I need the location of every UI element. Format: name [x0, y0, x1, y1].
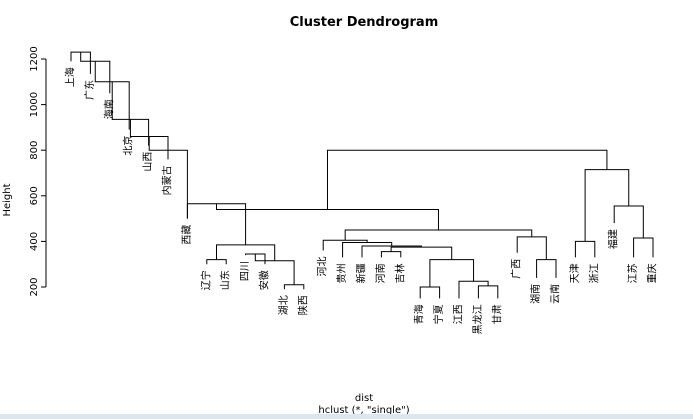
dendrogram-merge	[390, 246, 453, 260]
leaf-label: 浙江	[588, 263, 600, 283]
x-axis-label: dist	[355, 393, 373, 404]
window-bottom-strip	[0, 414, 693, 419]
y-tick-label: 800	[29, 141, 40, 160]
leaf-label: 安徽	[258, 270, 271, 290]
leaf-label: 上海	[64, 67, 77, 87]
leaf-labels: 上海广东海南北京山西内蒙古西藏辽宁 山东 四川 安徽湖北 陕西河北 贵州 新疆 河南 吉林青海宁…	[64, 67, 659, 334]
dendrogram-merge	[536, 259, 557, 278]
leaf-label: 黑龙江	[471, 304, 484, 334]
leaf-label: 福建	[607, 229, 620, 249]
chart-title: Cluster Dendrogram	[290, 15, 439, 30]
leaf-label: 江西	[453, 304, 465, 324]
dendrogram-merge	[380, 251, 402, 258]
y-axis-label: Height	[2, 183, 13, 216]
leaf-label: 天津	[569, 263, 581, 283]
leaf-label: 西藏	[181, 225, 193, 245]
leaf-label: 云南	[549, 284, 562, 304]
leaf-label: 贵州	[335, 263, 348, 283]
dendrogram-merge	[344, 229, 533, 241]
dendrogram-merge	[429, 259, 475, 287]
leaf-label: 内蒙古	[161, 165, 174, 195]
y-tick-label: 1000	[29, 92, 40, 117]
leaf-label: 重庆	[646, 263, 659, 283]
leaf-label: 湖南	[529, 284, 542, 304]
leaf-label: 新疆	[355, 263, 368, 283]
leaf-label: 河南	[374, 263, 387, 283]
dendrogram-merge	[342, 242, 393, 258]
leaf-label: 山西	[142, 152, 154, 172]
leaf-label: 河北	[317, 257, 329, 277]
leaf-label: 北京	[122, 136, 135, 156]
leaf-label: 宁夏	[432, 304, 445, 324]
leaf-label: 辽宁	[199, 270, 212, 290]
y-tick-label: 600	[29, 186, 40, 205]
dendrogram-merge	[419, 286, 441, 299]
dendrogram-merge	[326, 149, 608, 210]
leaf-label: 江苏	[626, 263, 639, 283]
leaf-label: 广东	[83, 80, 96, 100]
leaf-label: 湖北	[278, 295, 290, 315]
dendrogram-merge	[216, 244, 276, 261]
dendrogram-merge	[283, 284, 305, 290]
y-tick-label: 200	[29, 277, 40, 296]
dendrogram-merge	[584, 169, 630, 242]
leaf-label: 山东	[219, 270, 232, 290]
dendrogram-merge	[633, 237, 654, 258]
dendrogram-merge	[322, 239, 368, 251]
leaf-label: 四川	[240, 261, 251, 281]
dendrogram-merge	[206, 259, 227, 265]
leaf-label: 海南	[102, 99, 115, 119]
dendrogram-merge	[516, 236, 547, 260]
dendrogram-merge	[458, 280, 489, 299]
y-tick-label: 1200	[29, 46, 40, 71]
dendrogram-merge	[148, 136, 188, 219]
leaf-label: 陕西	[296, 295, 309, 315]
leaf-label: 甘肃	[490, 304, 503, 324]
dendrogram-merge	[574, 240, 596, 258]
leaf-label: 青海	[413, 304, 426, 324]
y-axis: 200 400 600 800 1000 1200	[29, 46, 47, 297]
dendrogram-merge	[477, 285, 499, 299]
y-tick-label: 400	[29, 232, 40, 251]
leaf-label: 吉林	[393, 263, 406, 283]
method-sublabel: hclust (*, "single")	[318, 405, 409, 414]
leaf-label: 广西	[511, 259, 523, 279]
dendrogram-branches	[70, 51, 654, 299]
